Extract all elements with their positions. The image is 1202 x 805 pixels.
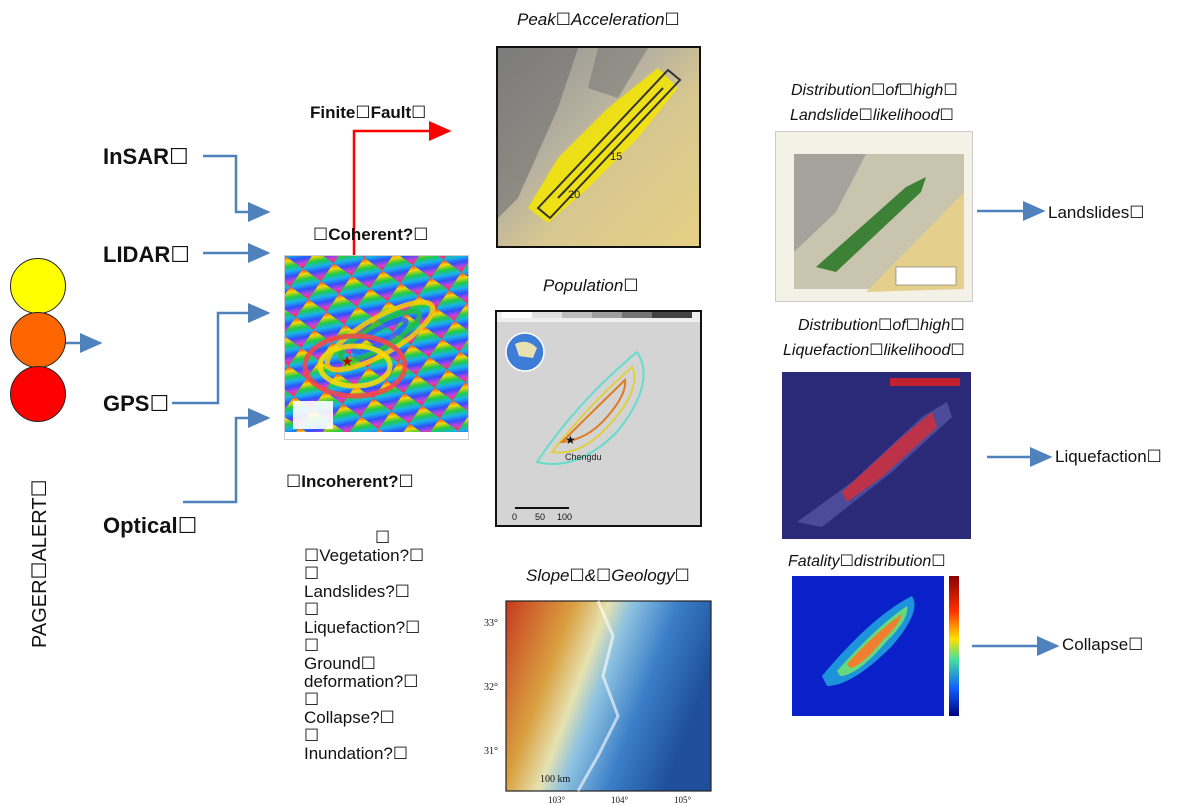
slope-lat-33: 33° bbox=[484, 618, 498, 629]
svg-text:20: 20 bbox=[568, 189, 580, 201]
outcome-landslides: Landslides☐ bbox=[1048, 203, 1145, 222]
liquefaction-title-line2: Liquefaction☐likelihood☐ bbox=[783, 342, 965, 359]
fatality-title: Fatality☐distribution☐ bbox=[788, 553, 946, 570]
outcome-collapse: Collapse☐ bbox=[1062, 635, 1144, 654]
fatality-distribution-map bbox=[792, 576, 962, 721]
peak-acceleration-map: 15 20 bbox=[496, 46, 701, 248]
hazard-questions-list: ☐ ☐Vegetation?☐ ☐ Landslides?☐ ☐ Liquefa… bbox=[304, 529, 424, 763]
slope-lat-32: 32° bbox=[484, 682, 498, 693]
population-map: ★ Chengdu 0 50 100 bbox=[495, 310, 702, 527]
coherent-label: ☐Coherent?☐ bbox=[313, 225, 429, 244]
population-title: Population☐ bbox=[543, 276, 639, 295]
landslide-title-line1: Distribution☐of☐high☐ bbox=[791, 82, 958, 99]
slope-lat-31: 31° bbox=[484, 746, 498, 757]
svg-text:★: ★ bbox=[341, 353, 354, 369]
source-optical: Optical☐ bbox=[103, 513, 198, 538]
pager-alert-label: PAGER☐ALERT☐ bbox=[29, 479, 51, 649]
question-inundation: Inundation?☐ bbox=[304, 744, 409, 763]
population-scale-100: 100 bbox=[557, 512, 572, 522]
question-liquefaction: Liquefaction?☐ bbox=[304, 618, 421, 637]
interferogram-image: ★ bbox=[284, 255, 469, 440]
question-line: ☐ bbox=[304, 690, 320, 709]
question-landslides: Landslides?☐ bbox=[304, 582, 410, 601]
question-collapse: Collapse?☐ bbox=[304, 708, 395, 727]
svg-text:15: 15 bbox=[610, 151, 622, 163]
slope-scale-label: 100 km bbox=[540, 774, 571, 785]
question-line: ☐ bbox=[375, 528, 391, 547]
population-scale-0: 0 bbox=[512, 512, 517, 522]
slope-lon-103: 103° bbox=[548, 795, 566, 805]
yellow-alert-circle bbox=[10, 258, 66, 314]
question-line: ☐ bbox=[304, 564, 320, 583]
svg-text:★: ★ bbox=[565, 433, 576, 447]
question-deformation: deformation?☐ bbox=[304, 672, 419, 691]
liquefaction-title-line1: Distribution☐of☐high☐ bbox=[798, 317, 965, 334]
slope-geology-title: Slope☐&☐Geology☐ bbox=[526, 566, 690, 585]
source-gps: GPS☐ bbox=[103, 391, 170, 416]
question-ground: Ground☐ bbox=[304, 654, 376, 673]
landslide-likelihood-map bbox=[775, 131, 973, 302]
population-scale-50: 50 bbox=[535, 512, 545, 522]
incoherent-label: ☐Incoherent?☐ bbox=[286, 472, 414, 491]
finite-fault-label: Finite☐Fault☐ bbox=[310, 103, 427, 122]
question-line: ☐ bbox=[304, 636, 320, 655]
slope-lon-105: 105° bbox=[674, 795, 692, 805]
population-city-label: Chengdu bbox=[565, 452, 602, 462]
optical-arrow bbox=[183, 408, 271, 504]
liquefaction-likelihood-map bbox=[782, 372, 971, 539]
source-lidar: LIDAR☐ bbox=[103, 242, 190, 267]
question-line: ☐ bbox=[304, 600, 320, 619]
landslide-title-line2: Landslide☐likelihood☐ bbox=[790, 107, 954, 124]
insar-arrow bbox=[203, 154, 271, 222]
orange-alert-circle bbox=[10, 312, 66, 368]
slope-lon-104: 104° bbox=[611, 795, 629, 805]
question-line: ☐ bbox=[304, 726, 320, 745]
red-alert-circle bbox=[10, 366, 66, 422]
pager-alert-lights bbox=[10, 258, 68, 433]
peak-acceleration-title: Peak☐Acceleration☐ bbox=[517, 10, 680, 29]
slope-geology-map: 33° 32° 31° 100 km 103° 104° 105° bbox=[478, 596, 718, 805]
outcome-liquefaction: Liquefaction☐ bbox=[1055, 447, 1162, 466]
finite-fault-arrow bbox=[352, 121, 452, 255]
question-vegetation: ☐Vegetation?☐ bbox=[304, 546, 425, 565]
source-insar: InSAR☐ bbox=[103, 144, 189, 169]
gps-arrow bbox=[172, 303, 271, 405]
